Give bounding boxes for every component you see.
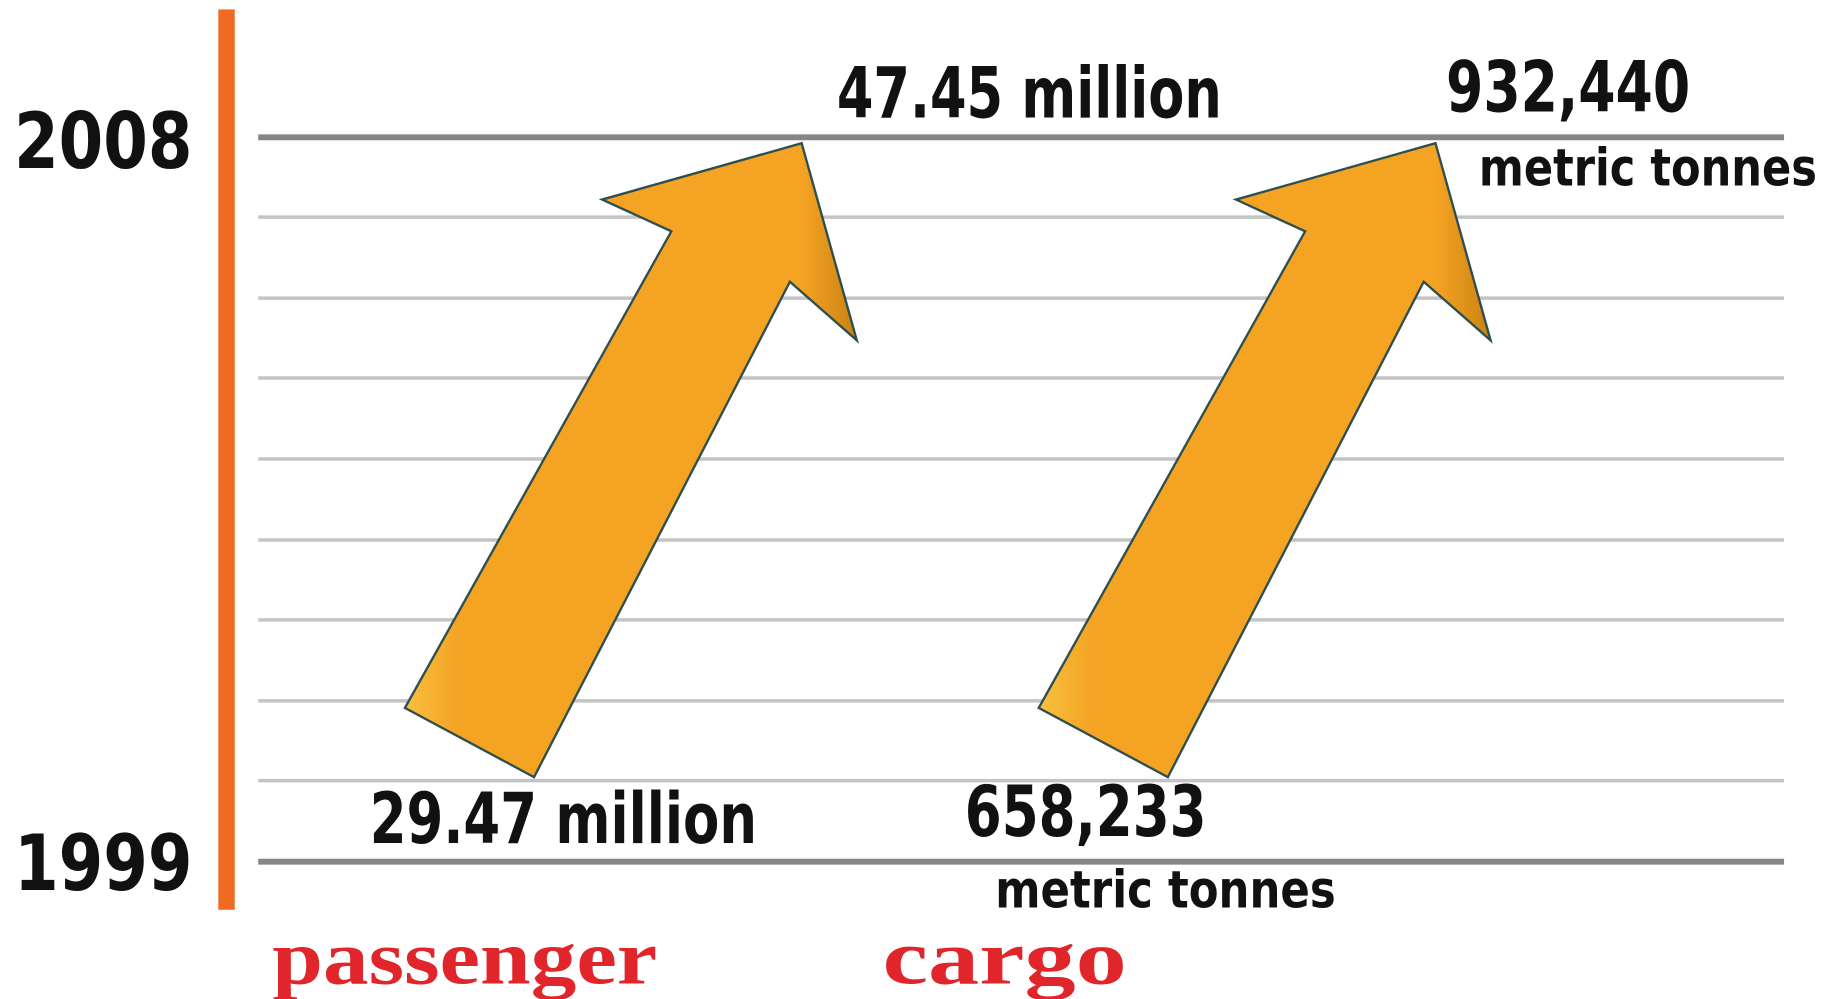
- cargo-end: 932,440: [1446, 47, 1690, 129]
- cargo-label: cargo: [883, 915, 1127, 999]
- cargo-start: 658,233: [965, 771, 1207, 853]
- infographic: 2008 1999 47.45 million 29.47 million 93…: [0, 0, 1831, 999]
- timeline-bar: [218, 9, 234, 909]
- passenger-end: 47.45 million: [837, 52, 1222, 134]
- year-end: 2008: [14, 97, 192, 187]
- cargo-start-unit: metric tonnes: [995, 860, 1335, 920]
- page: {"years": {"end": "2008", "start": "1999…: [0, 0, 1831, 999]
- passenger-start: 29.47 million: [370, 778, 757, 860]
- cargo-end-unit: metric tonnes: [1479, 138, 1817, 198]
- year-start: 1999: [14, 819, 192, 909]
- passenger-label: passenger: [272, 915, 657, 999]
